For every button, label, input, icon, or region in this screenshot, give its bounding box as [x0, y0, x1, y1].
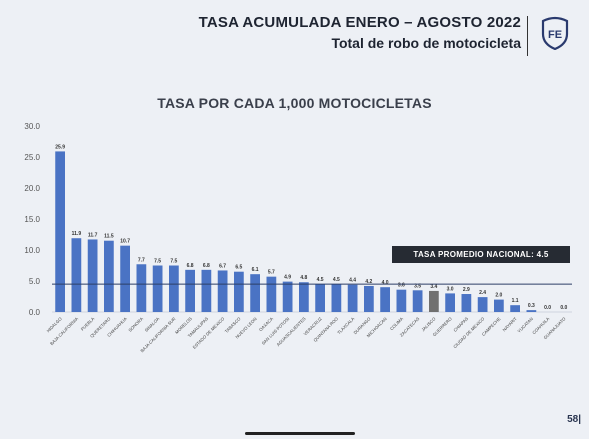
bar [120, 245, 130, 312]
bar [201, 269, 212, 312]
bar-value-label: 4.5 [333, 277, 340, 283]
bar-value-label: 10.7 [120, 239, 130, 245]
bar [217, 270, 228, 312]
bar-value-label: 2.0 [495, 293, 502, 299]
bar-value-label: 3.4 [430, 284, 437, 290]
bar [234, 271, 244, 312]
bar [71, 238, 82, 312]
bar-value-label: 5.7 [268, 270, 275, 276]
bar [266, 276, 277, 312]
bar-value-label: 0.0 [560, 305, 567, 311]
bar [396, 289, 407, 312]
bar [331, 284, 342, 312]
bar-value-label: 7.7 [138, 257, 145, 263]
bar-value-label: 0.0 [544, 305, 551, 311]
category-label: COLIMA [389, 316, 404, 331]
category-label: AGUASCALIENTES [276, 316, 307, 347]
bar [364, 285, 374, 312]
y-tick-label: 25.0 [24, 153, 40, 162]
bar-value-label: 2.4 [479, 290, 486, 296]
bar [55, 151, 65, 312]
y-tick-label: 30.0 [24, 122, 40, 131]
bar-value-label: 25.9 [55, 144, 65, 150]
bar-value-label: 11.7 [88, 232, 98, 238]
category-label: SONORA [127, 316, 144, 333]
bar-value-label: 4.4 [349, 278, 356, 284]
bar [136, 264, 147, 312]
bar-value-label: 4.5 [317, 277, 324, 283]
bar-value-label: 6.8 [187, 263, 194, 269]
bar-value-label: 7.5 [154, 259, 161, 265]
bar-value-label: 6.1 [252, 267, 259, 273]
bar [185, 269, 195, 312]
bar [282, 281, 293, 312]
bar-value-label: 6.5 [235, 265, 242, 271]
category-label: ESTADO DE MEXICO [192, 316, 226, 350]
header-title: TASA ACUMULADA ENERO – AGOSTO 2022 Total… [199, 14, 521, 51]
header-divider [527, 16, 528, 56]
bar [526, 310, 537, 312]
bar-value-label: 2.9 [463, 287, 470, 293]
y-tick-label: 5.0 [29, 277, 41, 286]
bar-value-label: 3.6 [398, 283, 405, 289]
category-label: PUEBLA [80, 316, 96, 332]
bar [494, 299, 504, 312]
bar-value-label: 3.0 [447, 286, 454, 292]
bar [380, 287, 390, 312]
bar-value-label: 1.1 [512, 298, 519, 304]
y-tick-label: 0.0 [29, 308, 41, 317]
bar [299, 282, 309, 312]
bar-value-label: 6.8 [203, 263, 210, 269]
bar [87, 239, 98, 312]
bar [152, 265, 163, 312]
bar [250, 274, 260, 312]
fe-logo: FE [541, 16, 569, 50]
bar-value-label: 4.0 [382, 280, 389, 286]
bar [315, 284, 325, 312]
y-tick-label: 10.0 [24, 246, 40, 255]
bar [347, 284, 358, 312]
bar-value-label: 6.7 [219, 263, 226, 269]
bar [445, 293, 455, 312]
page-number: 58| [567, 414, 581, 425]
chart-title: TASA POR CADA 1,000 MOTOCICLETAS [157, 95, 432, 111]
bar [104, 240, 114, 312]
bar-value-label: 4.8 [300, 275, 307, 281]
title-line-2: Total de robo de motocicleta [331, 35, 521, 51]
bar [461, 294, 472, 312]
bar-value-label: 11.5 [104, 234, 114, 240]
y-tick-label: 20.0 [24, 184, 40, 193]
bar [429, 290, 439, 312]
bar [169, 265, 179, 312]
title-line-1: TASA ACUMULADA ENERO – AGOSTO 2022 [198, 14, 521, 31]
bar-value-label: 7.5 [170, 259, 177, 265]
bar-value-label: 11.9 [72, 231, 82, 237]
y-tick-label: 15.0 [24, 215, 40, 224]
bar-value-label: 3.5 [414, 283, 421, 289]
bar [477, 297, 488, 312]
bar [510, 305, 520, 312]
bar-value-label: 0.3 [528, 303, 535, 309]
home-indicator [245, 432, 355, 435]
bar [412, 290, 423, 312]
bar-value-label: 4.2 [365, 279, 372, 285]
average-label-box: TASA PROMEDIO NACIONAL: 4.5 [392, 246, 570, 263]
bar-value-label: 4.9 [284, 275, 291, 281]
logo-text: FE [548, 29, 562, 41]
